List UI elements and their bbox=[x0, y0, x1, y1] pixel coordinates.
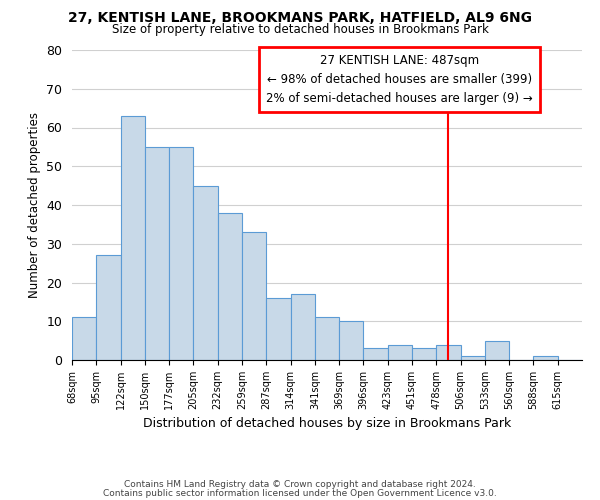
Bar bbox=[266, 298, 290, 360]
Bar bbox=[72, 318, 96, 360]
Bar bbox=[169, 147, 193, 360]
Bar bbox=[339, 322, 364, 360]
Bar bbox=[461, 356, 485, 360]
Bar bbox=[388, 344, 412, 360]
Bar bbox=[364, 348, 388, 360]
Bar bbox=[242, 232, 266, 360]
Bar bbox=[121, 116, 145, 360]
Bar bbox=[96, 256, 121, 360]
Text: Contains HM Land Registry data © Crown copyright and database right 2024.: Contains HM Land Registry data © Crown c… bbox=[124, 480, 476, 489]
Bar bbox=[218, 213, 242, 360]
Bar bbox=[533, 356, 558, 360]
Bar bbox=[436, 344, 461, 360]
Text: 27, KENTISH LANE, BROOKMANS PARK, HATFIELD, AL9 6NG: 27, KENTISH LANE, BROOKMANS PARK, HATFIE… bbox=[68, 11, 532, 25]
Y-axis label: Number of detached properties: Number of detached properties bbox=[28, 112, 41, 298]
Bar bbox=[315, 318, 339, 360]
Bar bbox=[412, 348, 436, 360]
Bar bbox=[145, 147, 169, 360]
Text: Contains public sector information licensed under the Open Government Licence v3: Contains public sector information licen… bbox=[103, 488, 497, 498]
Bar bbox=[485, 340, 509, 360]
Bar bbox=[193, 186, 218, 360]
Text: Size of property relative to detached houses in Brookmans Park: Size of property relative to detached ho… bbox=[112, 22, 488, 36]
Text: 27 KENTISH LANE: 487sqm
← 98% of detached houses are smaller (399)
2% of semi-de: 27 KENTISH LANE: 487sqm ← 98% of detache… bbox=[266, 54, 533, 105]
Bar bbox=[290, 294, 315, 360]
X-axis label: Distribution of detached houses by size in Brookmans Park: Distribution of detached houses by size … bbox=[143, 418, 511, 430]
